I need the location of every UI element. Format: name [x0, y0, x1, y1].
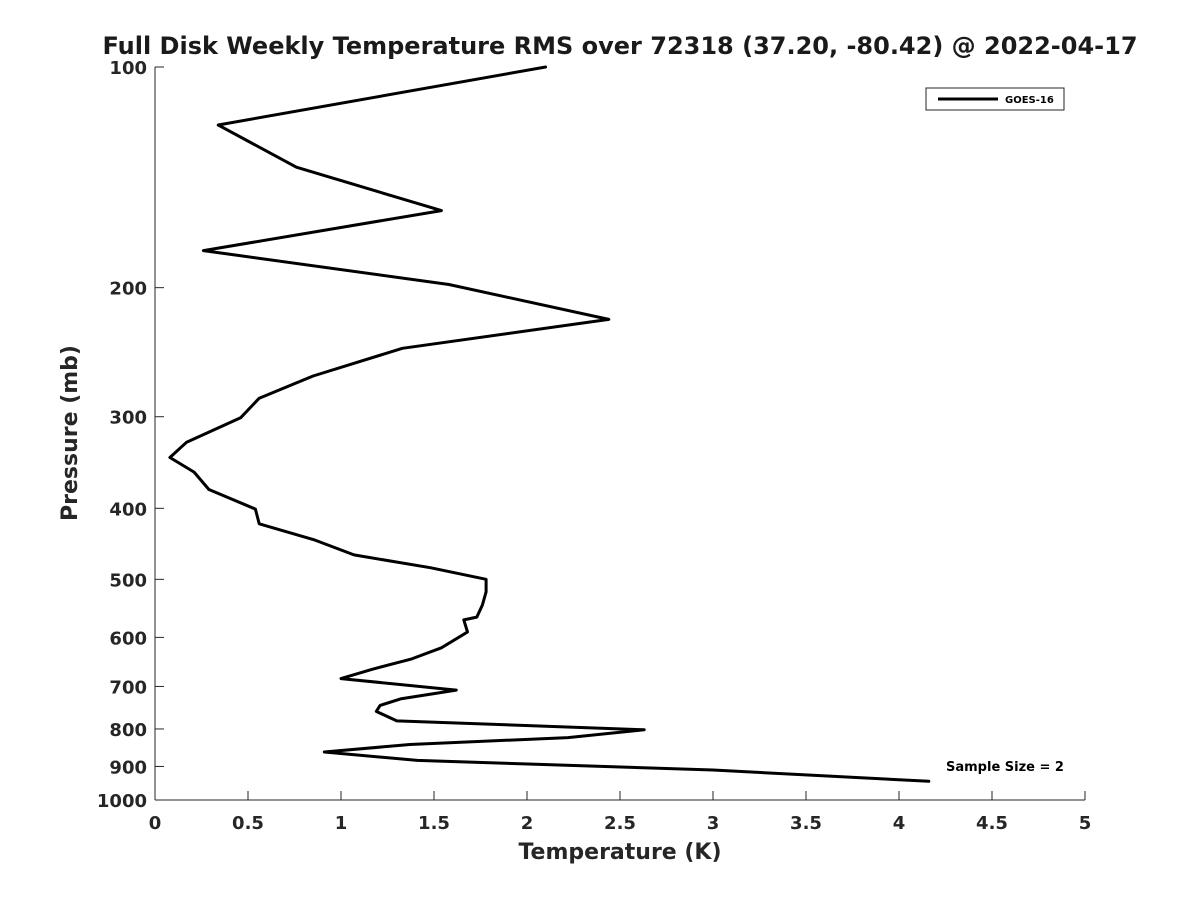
- series-line-goes-16: [168, 65, 931, 783]
- sample-size-annotation: Sample Size = 2: [946, 760, 1064, 775]
- y-tick-label: 600: [109, 628, 147, 649]
- x-axis-label: Temperature (K): [518, 840, 721, 865]
- y-tick-label: 700: [109, 677, 147, 698]
- x-tick-label: 2.5: [604, 813, 636, 834]
- y-axis-label: Pressure (mb): [58, 345, 83, 521]
- x-tick-label: 3.5: [790, 813, 822, 834]
- x-ticks: 0 0.5 1 1.5 2 2.5 3 3.5 4 4.5 5: [149, 791, 1092, 834]
- x-tick-label: 4: [893, 813, 906, 834]
- y-tick-label: 500: [109, 570, 147, 591]
- series-layer: [168, 65, 931, 783]
- legend-entry-goes-16: GOES-16: [1005, 95, 1054, 106]
- x-tick-label: 1.5: [418, 813, 450, 834]
- y-tick-label: 100: [109, 58, 147, 79]
- y-tick-label: 1000: [97, 791, 147, 812]
- y-tick-label: 200: [109, 279, 147, 300]
- x-tick-label: 3: [707, 813, 720, 834]
- y-tick-label: 800: [109, 720, 147, 741]
- x-tick-label: 1: [335, 813, 348, 834]
- y-ticks: 100 200 300 400 500 600 700 800 900 1000: [97, 58, 164, 812]
- legend: GOES-16: [925, 87, 1065, 111]
- plot-area: 0 0.5 1 1.5 2 2.5 3 3.5 4 4.5 5 100 200 300 400 500 600…: [97, 58, 1091, 834]
- x-tick-label: 0: [149, 813, 162, 834]
- y-tick-label: 900: [109, 757, 147, 778]
- y-tick-label: 400: [109, 499, 147, 520]
- x-tick-label: 2: [521, 813, 534, 834]
- y-tick-label: 300: [109, 408, 147, 429]
- chart-title: Full Disk Weekly Temperature RMS over 72…: [102, 32, 1137, 60]
- x-tick-label: 0.5: [232, 813, 264, 834]
- x-tick-label: 4.5: [976, 813, 1008, 834]
- x-tick-label: 5: [1079, 813, 1092, 834]
